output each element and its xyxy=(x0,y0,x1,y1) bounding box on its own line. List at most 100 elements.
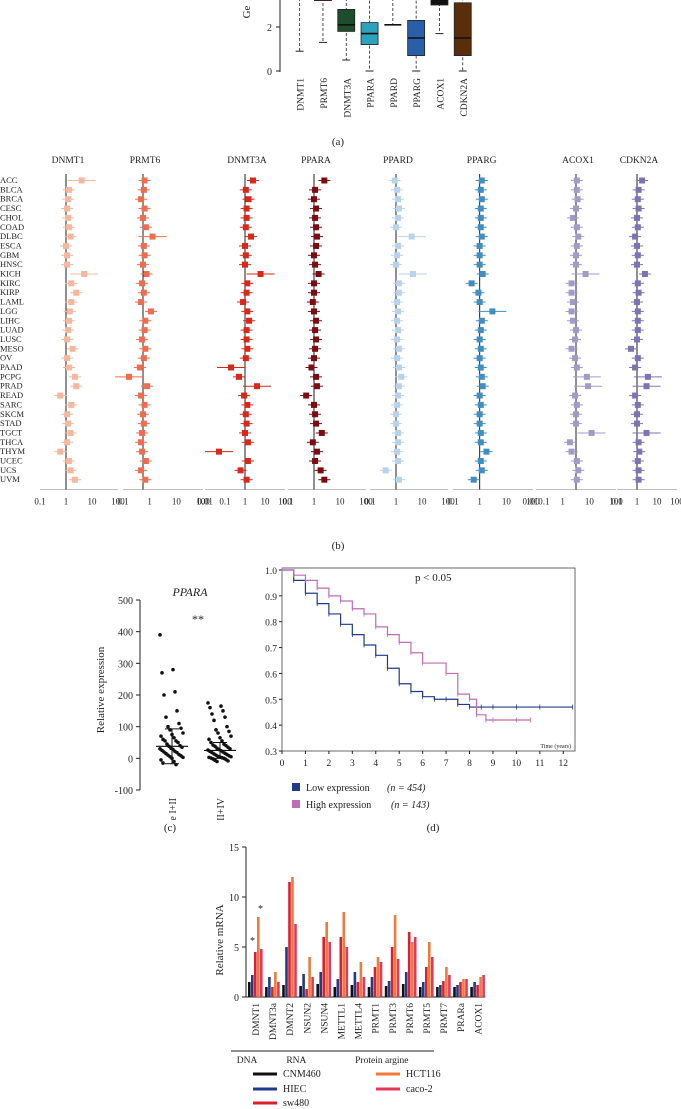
forest-point xyxy=(140,242,147,249)
forest-point xyxy=(244,308,251,315)
forest-point xyxy=(394,355,401,362)
forest-point xyxy=(63,242,69,249)
bar-mark xyxy=(436,987,439,997)
forest-point xyxy=(64,411,71,418)
forest-point xyxy=(243,205,250,212)
forest-point xyxy=(568,448,575,455)
forest-point xyxy=(312,261,319,268)
panel-label-b: (b) xyxy=(331,540,345,552)
forest-point xyxy=(634,261,640,268)
forest-point xyxy=(237,467,244,474)
forest-point xyxy=(242,186,249,193)
forest-point xyxy=(395,439,402,446)
forest-x-tick-label: 10 xyxy=(336,497,346,507)
forest-point xyxy=(309,299,316,306)
scatter-ylabel: Relative expression xyxy=(95,646,107,733)
bar-mark xyxy=(356,982,360,997)
bar-mark xyxy=(482,975,485,997)
forest-cancer-label: DLBC xyxy=(0,231,23,241)
forest-point xyxy=(573,224,580,231)
forest-x-tick-label: 100 xyxy=(441,497,455,507)
survival-x-tick-label: 3 xyxy=(350,759,355,769)
bar-ylabel: Relative mRNA xyxy=(214,904,226,975)
bar-mark xyxy=(294,924,297,997)
scatter-point xyxy=(177,721,181,726)
forest-point xyxy=(634,327,641,334)
forest-point xyxy=(321,177,328,184)
scatter-point xyxy=(181,731,185,735)
forest-point xyxy=(477,345,484,352)
scatter-point xyxy=(159,758,163,762)
bar-mark xyxy=(422,982,425,997)
forest-point xyxy=(68,401,75,408)
bar-mark xyxy=(384,986,388,997)
forest-x-tick-label: 10 xyxy=(585,497,595,507)
scatter-point xyxy=(219,704,223,708)
forest-point xyxy=(308,364,315,371)
forest-point xyxy=(67,429,74,436)
forest-point xyxy=(311,308,317,315)
forest-point xyxy=(66,308,73,315)
forest-point xyxy=(408,233,415,240)
forest-x-tick-label: 10 xyxy=(172,497,182,507)
forest-point xyxy=(141,327,148,334)
forest-point xyxy=(147,308,154,315)
survival-legend-name: Low expression xyxy=(306,783,370,794)
forest-point xyxy=(257,271,264,277)
forest-x-tick-label: 0.1 xyxy=(611,497,622,507)
bar-mark xyxy=(271,987,274,997)
forest-point xyxy=(242,252,249,259)
bar-mark xyxy=(396,959,400,997)
forest-point xyxy=(65,327,72,334)
bar-legend-label: sw480 xyxy=(283,1098,309,1109)
forest-cancer-label: LUAD xyxy=(0,325,24,335)
forest-point xyxy=(140,261,146,268)
bar-mark xyxy=(291,877,294,997)
survival-y-tick-label: 0.4 xyxy=(265,722,277,732)
forest-cancer-label: CESC xyxy=(0,203,22,213)
forest-point xyxy=(573,205,579,212)
survival-x-tick-label: 9 xyxy=(491,759,496,769)
bar-category-label: DMNT3a xyxy=(269,1002,279,1040)
forest-cancer-label: PAAD xyxy=(0,362,22,372)
forest-cancer-label: THCA xyxy=(0,437,24,447)
forest-cancer-label: UCS xyxy=(0,465,17,475)
forest-point xyxy=(477,224,484,231)
survival-x-tick-label: 2 xyxy=(327,759,332,769)
forest-point xyxy=(476,392,483,399)
forest-point xyxy=(309,439,316,446)
forest-point xyxy=(140,186,147,193)
forest-point xyxy=(68,280,75,287)
forest-point xyxy=(311,355,317,362)
survival-x-tick-label: 8 xyxy=(467,759,472,769)
survival-y-tick-label: 0.9 xyxy=(265,593,277,603)
forest-point xyxy=(303,392,310,399)
forest-point xyxy=(568,308,575,315)
forest-cancer-label: KIRP xyxy=(0,287,20,297)
forest-cancer-label: CHOL xyxy=(0,212,23,222)
scatter-point xyxy=(161,761,165,765)
forest-cancer-label: UVM xyxy=(0,474,20,484)
forest-point xyxy=(313,205,320,212)
forest-point xyxy=(477,186,484,193)
bar-legend-label: HIEC xyxy=(283,1084,307,1095)
scatter-point xyxy=(160,671,164,675)
scatter-y-tick-label: 300 xyxy=(118,659,133,670)
bar-mark xyxy=(401,984,405,997)
forest-point xyxy=(634,196,641,203)
forest-cancer-label: PCPG xyxy=(0,371,21,381)
forest-point xyxy=(627,345,634,352)
forest-point xyxy=(138,439,145,446)
forest-x-tick-label: 10 xyxy=(653,497,663,507)
forest-point xyxy=(479,271,486,277)
scatter-y-tick-label: 0 xyxy=(128,754,133,765)
scatter-y-tick-label: 400 xyxy=(118,628,133,639)
forest-point xyxy=(572,355,579,362)
scatter-point xyxy=(225,724,229,729)
forest-point xyxy=(644,373,651,380)
forest-point xyxy=(468,280,475,287)
forest-point xyxy=(321,476,328,483)
forest-point xyxy=(573,327,579,334)
forest-point xyxy=(635,476,642,483)
forest-x-tick-label: 0.1 xyxy=(447,497,458,507)
